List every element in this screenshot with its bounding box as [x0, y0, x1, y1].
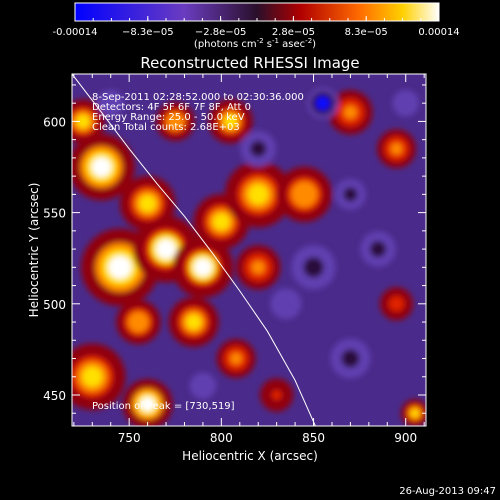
heatmap-blob: [390, 142, 403, 155]
colorbar-tick-label: −2.8e−05: [195, 27, 247, 38]
heatmap-blob: [271, 390, 282, 400]
x-tick-label: 750: [118, 431, 141, 445]
heatmap-blob: [131, 315, 146, 329]
colorbar-tick-label: 0.00014: [418, 27, 459, 38]
heatmap-blob: [156, 239, 176, 260]
heatmap-blob: [213, 213, 230, 231]
heatmap-blob: [248, 184, 269, 205]
heatmap-blob: [104, 97, 117, 110]
x-axis-ticks: 750 800 850 900: [73, 74, 425, 445]
x-tick-label: 900: [394, 431, 417, 445]
heatmap-blob: [296, 186, 313, 203]
heatmap-blob: [399, 97, 412, 110]
y-tick-label: 450: [43, 389, 66, 403]
heatmap-blob: [82, 366, 103, 387]
heatmap-blob: [193, 258, 213, 277]
y-tick-label: 500: [43, 298, 66, 312]
x-tick-label: 800: [210, 431, 233, 445]
colorbar-tick-label: 8.3e−05: [345, 27, 388, 38]
y-tick-label: 600: [43, 115, 66, 129]
annotation-peak: Position of Peak = [730,519]: [92, 401, 235, 412]
heatmap-blob: [410, 409, 420, 418]
colorbar-tick-label: 2.8e−05: [272, 27, 315, 38]
annotation-energy: Energy Range: 25.0 - 50.0 keV: [92, 112, 245, 123]
chart-title: Reconstructed RHESSI Image: [140, 54, 359, 72]
heatmap-blob: [91, 157, 112, 177]
plot-frame: [71, 73, 427, 427]
annotation-detectors: Detectors: 4F 5F 6F 7F 8F, Att 0: [92, 102, 251, 113]
heatmap-blob: [223, 114, 238, 129]
x-axis-label: Heliocentric X (arcsec): [182, 449, 318, 463]
heatmap-blob: [303, 257, 324, 278]
heatmap-blob: [278, 296, 293, 311]
heatmap-blob: [108, 255, 132, 279]
colorbar-ticks: [74, 16, 440, 21]
y-axis-label: Heliocentric Y (arcsec): [27, 183, 41, 318]
colorbar-tick-labels: -0.00014 −8.3e−05 −2.8e−05 2.8e−05 8.3e−05 0.…: [53, 27, 460, 38]
heatmap-blob: [139, 195, 156, 212]
heatmap-blob: [250, 140, 267, 157]
heatmap-blob: [341, 349, 360, 368]
x-tick-label: 850: [302, 431, 325, 445]
solar-limb-curve: [72, 74, 316, 426]
heatmap-blob: [391, 298, 402, 309]
heatmap-blob: [169, 115, 182, 128]
heatmap-blob: [369, 240, 387, 258]
heatmap-blob: [251, 260, 265, 274]
heatmap-blob: [315, 96, 330, 111]
heatmap-blob: [76, 114, 90, 129]
heatmap-blob: [343, 105, 358, 119]
heatmap-blob: [230, 352, 242, 365]
annotation-time-range: 8-Sep-2011 02:28:52.000 to 02:30:36.000: [92, 92, 304, 103]
colorbar-tick-label: −8.3e−05: [122, 27, 174, 38]
y-axis-ticks: 450 500 550 600: [43, 84, 426, 414]
colorbar-tick-label: -0.00014: [53, 27, 98, 38]
heatmap-blob: [140, 396, 156, 412]
heatmap-blob: [343, 187, 358, 202]
heatmap-blob: [186, 314, 202, 330]
footer-timestamp: 26-Aug-2013 09:47: [399, 486, 496, 497]
annotation-clean: Clean Total counts: 2.68E+03: [92, 122, 240, 133]
heatmap-blob: [196, 379, 209, 392]
heatmap-area: [72, 74, 426, 426]
colorbar-units: (photons cm-2 s-1 asec-2): [194, 37, 316, 50]
y-tick-label: 550: [43, 207, 66, 221]
